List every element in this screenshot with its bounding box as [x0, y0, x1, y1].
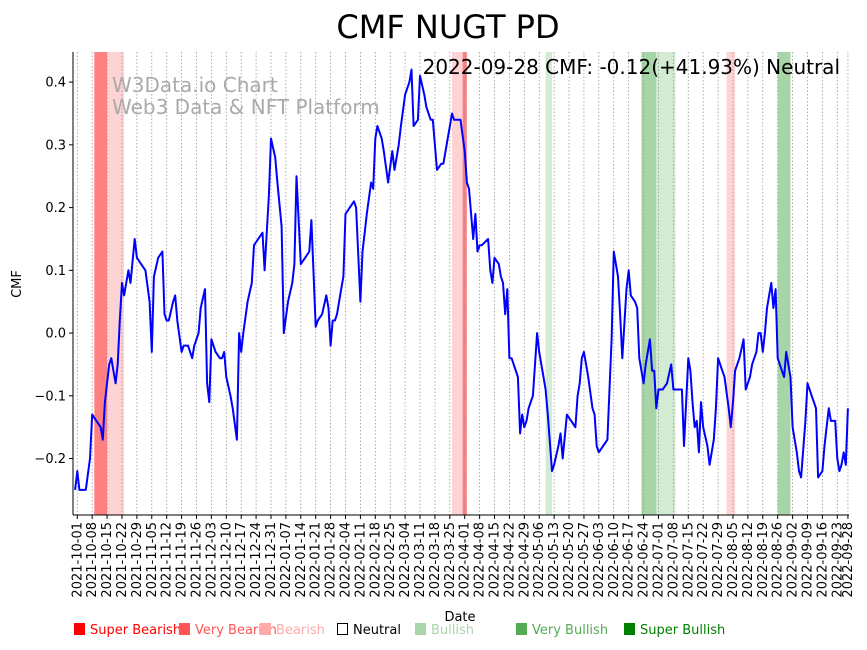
region-bullish	[545, 52, 553, 515]
x-tick-label: 2021-12-31	[264, 522, 279, 598]
x-tick-label: 2022-09-16	[815, 522, 830, 598]
x-tick-label: 2022-05-13	[547, 522, 562, 598]
x-tick-label: 2021-11-12	[160, 522, 175, 598]
region-very-bullish	[641, 52, 657, 515]
x-tick-label: 2022-07-01	[651, 522, 666, 598]
x-tick-label: 2021-12-17	[234, 522, 249, 598]
x-tick-label: 2022-08-12	[741, 522, 756, 598]
axes	[72, 52, 849, 516]
y-tick-label: 0.2	[45, 201, 66, 216]
x-tick-label: 2022-07-22	[696, 522, 711, 598]
grid-lines	[76, 52, 849, 515]
x-ticks: 2021-10-01 2021-10-08 2021-10-15 2021-10-22…	[70, 515, 856, 598]
x-tick-label: 2021-11-05	[145, 522, 160, 598]
legend-swatch-neutral	[337, 623, 348, 635]
x-tick-label: 2021-12-03	[204, 522, 219, 598]
x-tick-label: 2021-11-19	[175, 522, 190, 598]
legend-swatch-super-bullish	[624, 623, 635, 635]
y-ticks: −0.2 −0.1 0.0 0.1 0.2 0.3 0.4	[34, 76, 73, 467]
x-tick-label: 2022-09-09	[800, 522, 815, 598]
x-tick-label: 2022-03-18	[428, 522, 443, 598]
x-axis-label: Date	[444, 610, 475, 625]
x-tick-label: 2022-02-04	[339, 522, 354, 598]
x-tick-label: 2022-01-28	[324, 522, 339, 598]
x-tick-label: 2022-01-21	[309, 522, 324, 598]
legend-label: Very Bullish	[532, 623, 608, 638]
x-tick-label: 2022-05-06	[532, 522, 547, 598]
x-tick-label: 2021-10-15	[100, 522, 115, 598]
region-bullish	[656, 52, 676, 515]
y-tick-label: −0.1	[34, 389, 66, 404]
x-tick-label: 2021-12-24	[249, 522, 264, 598]
region-very-bearish	[94, 52, 108, 515]
x-tick-label: 2022-08-26	[771, 522, 786, 598]
legend-swatch-super-bearish	[74, 623, 85, 635]
watermark-line-1: W3Data.io Chart	[112, 73, 278, 97]
x-tick-label: 2022-04-08	[473, 522, 488, 598]
x-tick-label: 2022-03-11	[413, 522, 428, 598]
chart-title: CMF NUGT PD	[336, 8, 559, 46]
region-very-bullish	[777, 52, 791, 515]
y-tick-label: 0.1	[45, 264, 66, 279]
x-tick-label: 2022-07-29	[711, 522, 726, 598]
x-tick-label: 2022-01-07	[279, 522, 294, 598]
y-axis-label: CMF	[10, 270, 25, 298]
region-bearish	[726, 52, 736, 515]
x-tick-label: 2022-05-27	[577, 522, 592, 598]
x-tick-label: 2021-11-26	[189, 522, 204, 598]
region-bearish	[107, 52, 125, 515]
watermark: W3Data.io Chart Web3 Data & NFT Platform	[112, 73, 380, 119]
x-tick-label: 2022-08-19	[756, 522, 771, 598]
x-tick-label: 2022-02-18	[368, 522, 383, 598]
y-tick-label: 0.0	[45, 327, 66, 342]
x-tick-label: 2022-06-10	[607, 522, 622, 598]
x-tick-label: 2021-12-10	[219, 522, 234, 598]
x-tick-label: 2022-07-15	[681, 522, 696, 598]
x-tick-label: 2022-06-17	[622, 522, 637, 598]
y-tick-label: 0.4	[45, 76, 66, 91]
legend-label: Bullish	[431, 623, 474, 638]
legend-swatch-bullish	[415, 623, 426, 635]
legend-label: Super Bullish	[640, 623, 725, 638]
legend-label: Bearish	[276, 623, 325, 638]
signal-regions	[94, 52, 791, 515]
legend-swatch-very-bullish	[516, 623, 527, 635]
x-tick-label: 2021-10-22	[115, 522, 130, 598]
x-tick-label: 2022-05-20	[562, 522, 577, 598]
legend-swatch-very-bearish	[179, 623, 190, 635]
legend: Super Bearish Very Bearish Bearish Neutral B…	[74, 623, 725, 638]
x-tick-label: 2021-10-01	[70, 522, 85, 598]
y-tick-label: −0.2	[34, 452, 66, 467]
x-tick-label: 2022-09-23	[830, 522, 845, 598]
x-tick-label: 2022-03-04	[398, 522, 413, 598]
x-tick-label: 2022-08-05	[726, 522, 741, 598]
y-tick-label: 0.3	[45, 138, 66, 153]
x-tick-label: 2022-09-28	[841, 522, 856, 598]
x-tick-label: 2022-09-02	[786, 522, 801, 598]
x-tick-label: 2022-02-11	[353, 522, 368, 598]
legend-swatch-bearish	[260, 623, 271, 635]
x-tick-label: 2022-04-29	[517, 522, 532, 598]
x-tick-label: 2022-01-14	[294, 522, 309, 598]
legend-label: Very Bearish	[195, 623, 277, 638]
x-tick-label: 2022-06-03	[592, 522, 607, 598]
cmf-series-line	[74, 68, 849, 491]
latest-value-annotation: 2022-09-28 CMF: -0.12(+41.93%) Neutral	[423, 55, 840, 79]
x-tick-label: 2021-10-08	[85, 522, 100, 598]
region-bearish	[451, 52, 463, 515]
watermark-line-2: Web3 Data & NFT Platform	[112, 95, 380, 119]
x-tick-label: 2021-10-29	[130, 522, 145, 598]
legend-label: Super Bearish	[90, 623, 181, 638]
x-tick-label: 2022-03-25	[443, 522, 458, 598]
x-tick-label: 2022-04-15	[488, 522, 503, 598]
x-tick-label: 2022-02-25	[383, 522, 398, 598]
legend-label: Neutral	[353, 623, 401, 638]
x-tick-label: 2022-06-24	[637, 522, 652, 598]
x-tick-label: 2022-04-01	[458, 522, 473, 598]
x-tick-label: 2022-07-08	[666, 522, 681, 598]
x-tick-label: 2022-04-22	[502, 522, 517, 598]
